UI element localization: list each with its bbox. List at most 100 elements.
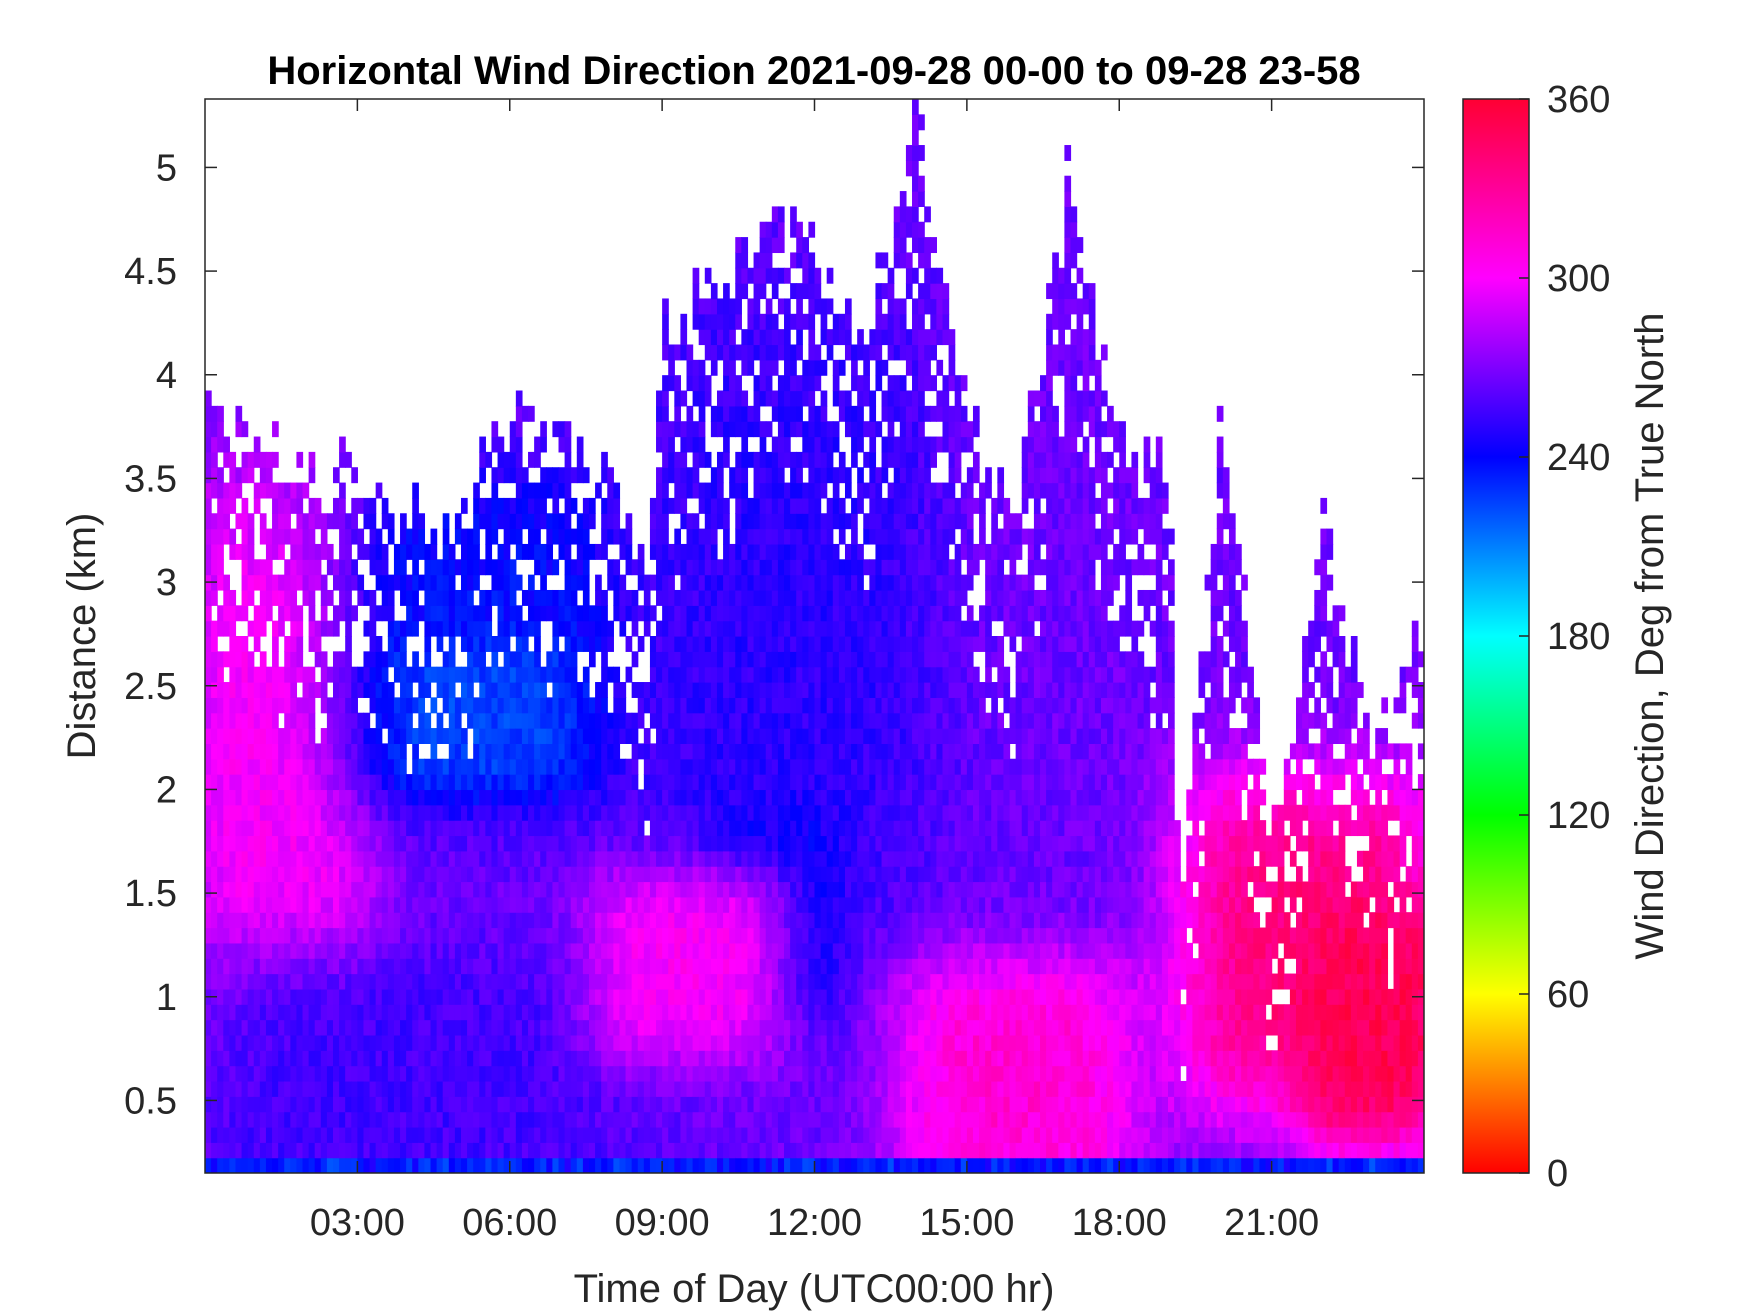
heatmap-cell — [406, 850, 413, 867]
heatmap-cell — [832, 513, 840, 530]
heatmap-cell — [747, 1019, 755, 1036]
heatmap-cell — [534, 896, 541, 913]
heatmap-cell — [838, 329, 846, 346]
heatmap-cell — [326, 743, 334, 760]
heatmap-cell — [832, 1065, 840, 1082]
heatmap-cell — [278, 1157, 285, 1173]
heatmap-cell — [290, 666, 298, 683]
heatmap-cell — [460, 866, 468, 883]
heatmap-cell — [570, 605, 578, 622]
heatmap-cell — [723, 958, 730, 975]
heatmap-cell — [771, 221, 779, 238]
heatmap-cell — [582, 605, 590, 622]
heatmap-cell — [406, 528, 413, 545]
heatmap-cell — [686, 1080, 694, 1097]
heatmap-cell — [418, 912, 426, 929]
heatmap-cell — [607, 728, 614, 744]
heatmap-cell — [418, 958, 426, 975]
heatmap-cell — [412, 1004, 419, 1021]
heatmap-cell — [808, 344, 816, 361]
heatmap-cell — [460, 850, 468, 867]
heatmap-cell — [863, 482, 870, 499]
heatmap-cell — [479, 436, 486, 453]
heatmap-cell — [485, 605, 493, 622]
heatmap-cell — [741, 359, 749, 376]
heatmap-cell — [674, 881, 682, 898]
heatmap-cell — [412, 1157, 419, 1173]
heatmap-cell — [643, 574, 651, 591]
heatmap-cell — [857, 620, 864, 637]
heatmap-cell — [668, 1080, 675, 1097]
heatmap-cell — [241, 636, 249, 652]
heatmap-cell — [601, 1019, 608, 1036]
heatmap-cell — [588, 1004, 596, 1021]
heatmap-cell — [241, 850, 249, 867]
heatmap-cell — [363, 620, 371, 637]
heatmap-cell — [735, 942, 742, 959]
heatmap-cell — [479, 1065, 486, 1082]
heatmap-cell — [393, 942, 401, 959]
heatmap-cell — [278, 958, 285, 975]
heatmap-cell — [540, 758, 547, 775]
heatmap-cell — [491, 436, 499, 453]
heatmap-cell — [436, 866, 444, 883]
heatmap-cell — [692, 789, 700, 806]
heatmap-cell — [814, 405, 822, 422]
heatmap-cell — [406, 1096, 413, 1113]
heatmap-cell — [436, 712, 444, 729]
heatmap-cell — [814, 758, 822, 775]
heatmap-cell — [723, 436, 730, 453]
heatmap-cell — [802, 589, 810, 606]
heatmap-cell — [784, 666, 791, 683]
heatmap-cell — [326, 1142, 334, 1159]
heatmap-cell — [400, 881, 407, 898]
heatmap-cell — [777, 651, 785, 668]
heatmap-cell — [692, 743, 700, 760]
heatmap-cell — [491, 835, 499, 852]
heatmap-cell — [284, 850, 291, 867]
heatmap-cell — [247, 559, 255, 576]
heatmap-cell — [576, 451, 584, 468]
heatmap-cell — [430, 988, 438, 1005]
heatmap-cell — [302, 896, 310, 913]
heatmap-cell — [851, 927, 858, 944]
heatmap-cell — [369, 1096, 377, 1113]
heatmap-cell — [515, 497, 523, 514]
heatmap-cell — [851, 942, 858, 959]
heatmap-cell — [814, 651, 822, 668]
heatmap-cell — [521, 482, 529, 499]
heatmap-cell — [814, 1050, 822, 1067]
heatmap-cell — [857, 942, 864, 959]
heatmap-cell — [381, 896, 389, 913]
heatmap-cell — [241, 1034, 249, 1051]
heatmap-cell — [576, 682, 584, 698]
heatmap-cell — [387, 574, 395, 591]
heatmap-cell — [235, 743, 243, 760]
heatmap-cell — [393, 804, 401, 821]
heatmap-cell — [759, 820, 767, 837]
heatmap-cell — [802, 543, 810, 560]
heatmap-cell — [643, 743, 651, 760]
heatmap-cell — [320, 896, 328, 913]
heatmap-cell — [771, 390, 779, 407]
heatmap-cell — [851, 559, 858, 576]
heatmap-cell — [223, 850, 230, 867]
heatmap-cell — [790, 1157, 797, 1173]
heatmap-cell — [485, 513, 493, 530]
heatmap-cell — [211, 743, 218, 760]
heatmap-cell — [473, 1050, 480, 1067]
heatmap-cell — [272, 589, 279, 606]
heatmap-cell — [460, 774, 468, 791]
heatmap-cell — [460, 973, 468, 990]
heatmap-cell — [205, 712, 212, 729]
heatmap-cell — [278, 942, 285, 959]
heatmap-cell — [619, 682, 627, 698]
heatmap-cell — [747, 528, 755, 545]
heatmap-cell — [479, 866, 486, 883]
heatmap-cell — [485, 1080, 493, 1097]
heatmap-cell — [332, 1034, 340, 1051]
heatmap-cell — [698, 589, 706, 606]
heatmap-cell — [692, 620, 700, 637]
heatmap-cell — [631, 958, 639, 975]
